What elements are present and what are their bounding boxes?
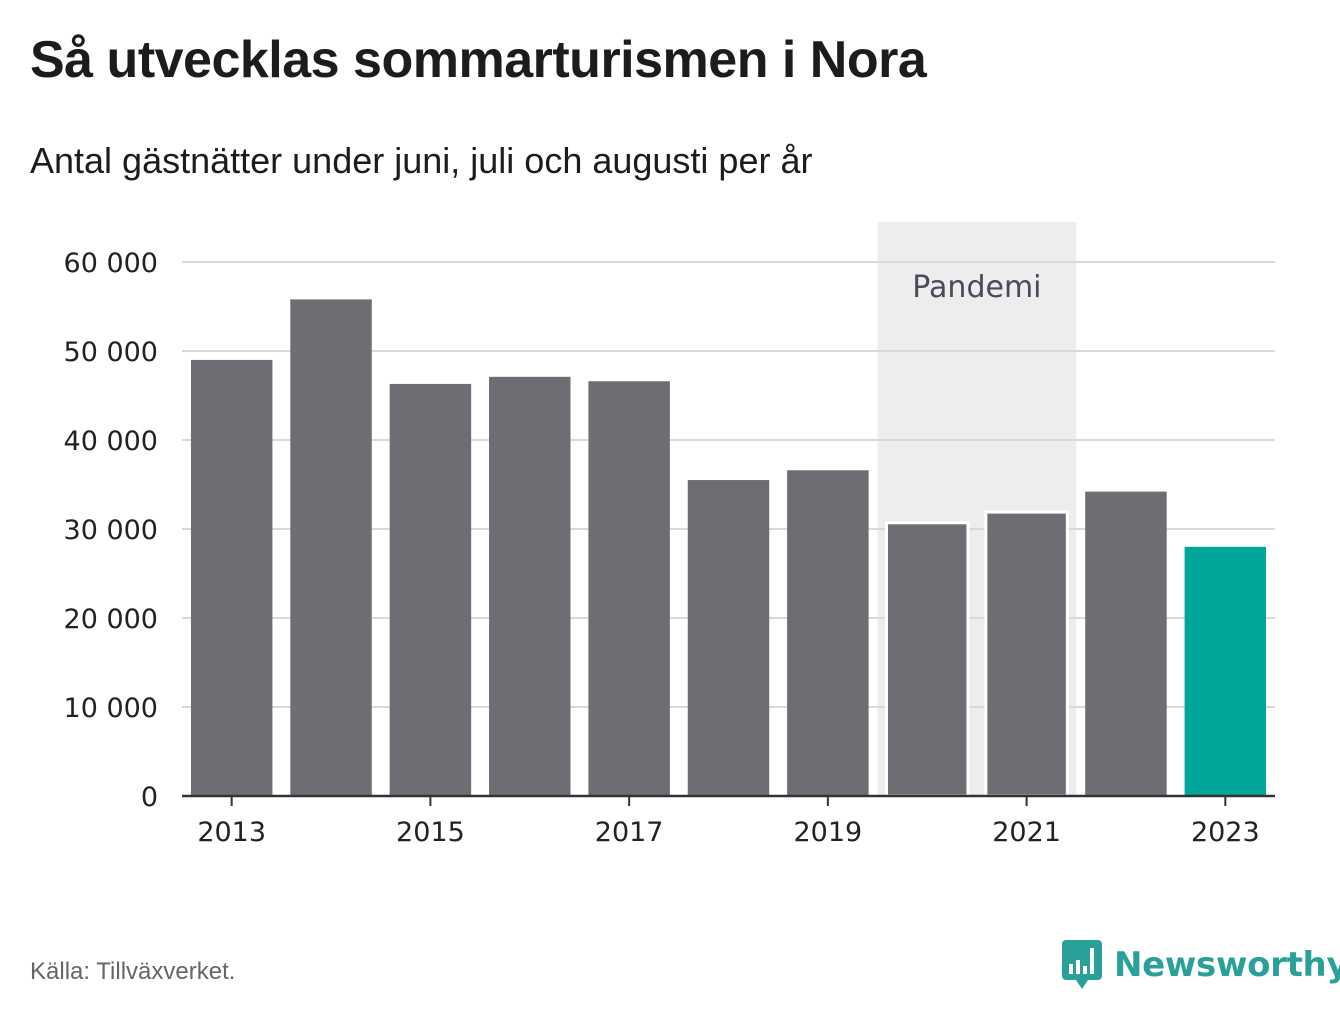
bar-2016 [489, 376, 571, 796]
bar-2014 [290, 299, 372, 796]
pandemic-label: Pandemi [912, 270, 1041, 305]
x-tick-label: 2017 [595, 817, 664, 848]
x-tick-label: 2015 [396, 817, 465, 848]
x-tick-label: 2023 [1191, 817, 1260, 848]
chart-subtitle: Antal gästnätter under juni, juli och au… [30, 140, 813, 181]
brand-name: Newsworthy [1114, 945, 1340, 985]
bar-2021 [984, 510, 1069, 798]
x-tick-label: 2013 [197, 817, 266, 848]
bar-chart: Pandemi 0 10 000 20 000 30 000 40 000 50 000 60… [64, 222, 1275, 848]
y-tick-label: 50 000 [64, 337, 158, 368]
x-tick-label: 2019 [794, 817, 863, 848]
bar-2013 [190, 359, 273, 796]
bar-2022 [1085, 491, 1167, 796]
source-note: Källa: Tillväxverket. [30, 958, 236, 985]
y-tick-label: 40 000 [64, 426, 158, 457]
y-tick-label: 20 000 [64, 604, 158, 635]
chart-title: Så utvecklas sommarturismen i Nora [30, 31, 927, 89]
y-tick-label: 0 [141, 782, 158, 813]
bar-2020 [884, 521, 970, 798]
bar-2015 [389, 383, 472, 796]
bar-2019 [787, 470, 869, 796]
newsworthy-logo: Newsworthy [1062, 940, 1340, 990]
y-tick-label: 60 000 [64, 248, 158, 279]
bar-2018 [687, 480, 770, 796]
x-tick-label: 2021 [992, 817, 1061, 848]
newsworthy-logo-icon [1062, 940, 1102, 989]
bar-2017 [588, 381, 670, 796]
bar-2023 [1184, 546, 1267, 796]
y-tick-label: 10 000 [64, 693, 158, 724]
y-tick-label: 30 000 [64, 515, 158, 546]
